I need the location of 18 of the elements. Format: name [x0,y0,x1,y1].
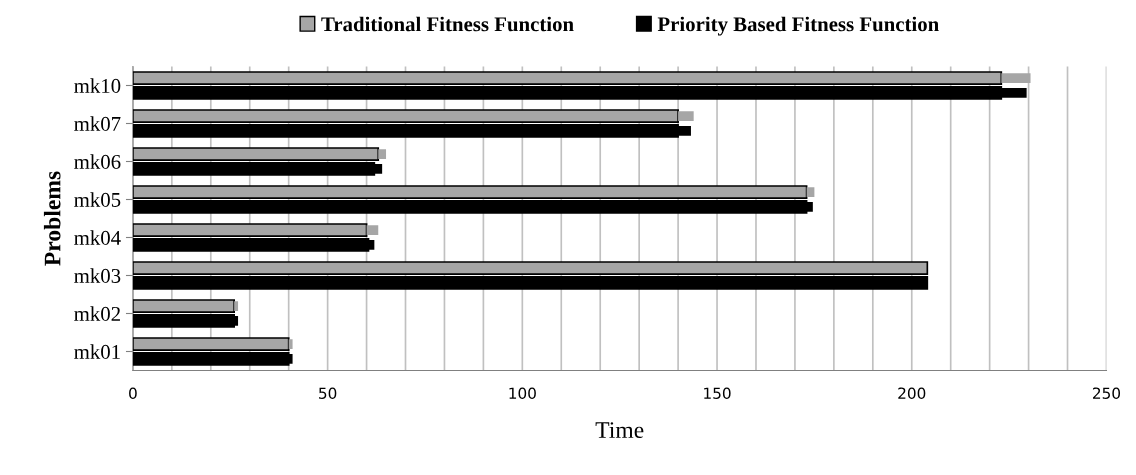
y-tick-label: mk06 [74,154,121,169]
y-tick-label: mk04 [74,230,121,245]
y-tick-label: mk10 [74,78,121,93]
x-tick-label: 200 [898,387,926,399]
x-axis-title: Time [595,422,644,439]
y-tick-label: mk07 [74,116,121,131]
legend-label: Traditional Fitness Function [321,16,574,32]
x-tick-label: 150 [704,387,731,399]
x-tick-label: 250 [1093,387,1121,399]
y-tick-label: mk01 [74,344,120,359]
y-tick-label: mk02 [74,306,120,321]
y-tick-label: mk03 [74,268,121,283]
x-tick-label: 0 [129,387,137,399]
y-tick-label: mk05 [74,192,121,207]
y-axis-title: Problems [43,171,61,266]
x-tick-label: 50 [319,387,337,399]
legend-label: Priority Based Fitness Function [657,16,939,36]
x-tick-label: 100 [509,387,536,399]
